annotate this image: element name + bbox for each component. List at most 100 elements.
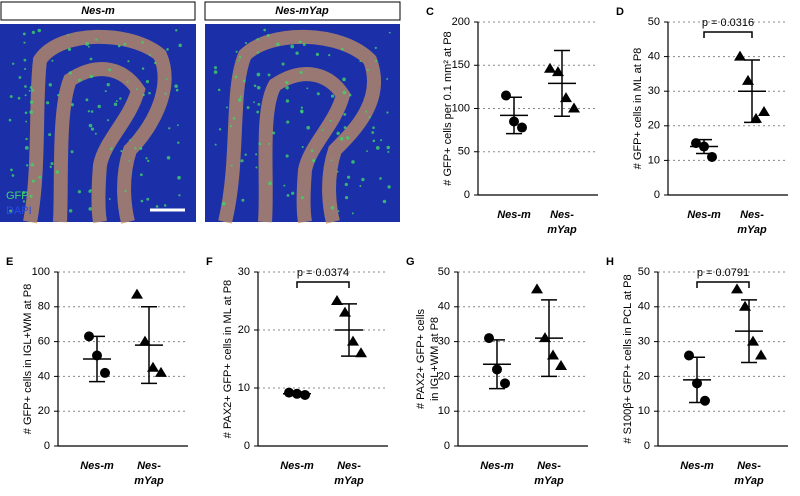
gfp-speck <box>104 90 107 93</box>
y-axis-label: # S100β+ GFP+ cells in PCL at P8 <box>622 274 634 443</box>
data-point <box>501 90 511 101</box>
gfp-speck <box>218 128 222 131</box>
data-point <box>700 395 710 406</box>
gfp-speck <box>90 127 95 131</box>
data-point <box>339 306 351 317</box>
y-tick-label: 60 <box>38 336 50 348</box>
gfp-speck <box>178 194 181 197</box>
gfp-speck <box>108 198 111 200</box>
p-value: p = 0.0316 <box>702 17 754 29</box>
panel-letter: D <box>616 6 624 18</box>
gfp-speck <box>24 85 27 88</box>
y-tick-label: 50 <box>458 146 470 158</box>
gfp-speck <box>244 41 248 45</box>
data-point <box>731 283 743 294</box>
gfp-speck <box>295 51 299 55</box>
gfp-speck <box>368 115 371 119</box>
gfp-speck <box>17 96 21 100</box>
y-tick-label: 20 <box>648 120 660 132</box>
x-tick-label: Nes-m <box>497 209 531 221</box>
panel-letter: F <box>206 256 213 268</box>
gfp-speck <box>372 126 375 130</box>
gfp-speck <box>263 28 267 32</box>
gfp-speck <box>300 106 303 109</box>
gfp-speck <box>240 159 244 163</box>
gfp-speck <box>129 139 132 142</box>
gfp-speck <box>90 110 94 113</box>
tissue-outline <box>218 29 382 224</box>
panel-letter: H <box>606 256 614 268</box>
gfp-speck <box>312 158 316 163</box>
significance-bracket <box>296 281 350 288</box>
y-tick-label: 10 <box>648 154 660 166</box>
gfp-speck <box>97 104 101 109</box>
gfp-speck <box>315 52 320 57</box>
gfp-speck <box>77 190 82 194</box>
data-point <box>355 347 367 358</box>
gfp-speck <box>229 124 232 128</box>
x-tick-label: Nes-m <box>480 460 514 472</box>
data-point <box>139 335 151 346</box>
gfp-speck <box>141 67 145 70</box>
gfp-speck <box>387 185 391 189</box>
gfp-speck <box>175 29 178 32</box>
data-point <box>539 332 551 343</box>
x-tick-label: Nes-m <box>280 460 314 472</box>
gfp-speck <box>115 100 118 103</box>
y-tick-label: 50 <box>648 16 660 28</box>
gfp-speck <box>232 117 236 120</box>
gfp-speck <box>29 194 33 198</box>
x-tick-label: Nes- <box>537 460 561 472</box>
gfp-speck <box>337 210 340 213</box>
gfp-speck <box>139 146 143 150</box>
gfp-speck <box>87 110 91 113</box>
gfp-speck <box>285 154 289 158</box>
gfp-speck <box>298 41 301 44</box>
gfp-speck <box>234 75 238 79</box>
gfp-speck <box>119 97 122 100</box>
x-tick-label: mYap <box>134 475 164 487</box>
gfp-speck <box>328 54 331 57</box>
gfp-speck <box>37 28 41 33</box>
gfp-speck <box>29 110 33 115</box>
data-point <box>544 62 556 73</box>
gfp-speck <box>31 30 36 35</box>
y-axis-label: # GFP+ cells in IGL+WM at P8 <box>22 284 34 434</box>
gfp-speck <box>24 145 29 150</box>
gfp-speck <box>351 212 354 215</box>
gfp-speck <box>9 209 13 213</box>
gfp-speck <box>213 66 218 70</box>
gfp-speck <box>94 132 97 135</box>
gfp-speck <box>225 106 229 109</box>
data-point <box>758 105 770 116</box>
gfp-speck <box>375 146 380 150</box>
error-bar <box>89 335 105 383</box>
gfp-speck <box>154 61 157 65</box>
gfp-speck <box>306 125 311 130</box>
gfp-speck <box>145 157 148 160</box>
x-tick-label: mYap <box>534 475 564 487</box>
gfp-speck <box>11 174 15 177</box>
gfp-speck <box>237 98 242 102</box>
p-value: p = 0.0791 <box>697 267 749 279</box>
y-tick-label: 40 <box>638 301 650 313</box>
y-tick-label: 0 <box>654 189 660 201</box>
y-tick-label: 30 <box>238 266 250 278</box>
x-tick-label: Nes-m <box>687 209 721 221</box>
gfp-speck <box>9 95 13 99</box>
gfp-speck <box>126 80 129 84</box>
y-tick-label: 0 <box>244 440 250 452</box>
gfp-speck <box>258 142 262 146</box>
gfp-speck <box>18 76 22 79</box>
data-point <box>568 102 580 113</box>
gfp-speck <box>68 209 73 213</box>
data-point <box>517 122 527 133</box>
tissue-outline <box>23 29 172 224</box>
gfp-speck <box>165 78 168 80</box>
gfp-speck <box>141 41 144 44</box>
data-point <box>560 92 572 103</box>
gfp-speck <box>147 159 150 163</box>
gfp-speck <box>10 168 13 172</box>
gfp-speck <box>386 78 389 80</box>
gfp-speck <box>134 147 137 150</box>
